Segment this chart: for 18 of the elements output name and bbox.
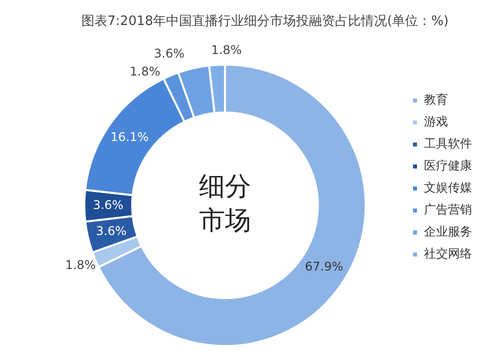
- legend-label: 广告营销: [424, 202, 472, 217]
- data-label: 3.6%: [92, 198, 124, 212]
- data-label: 1.8%: [130, 64, 160, 78]
- legend-label: 工具软件: [424, 136, 472, 151]
- data-label: 1.8%: [65, 258, 96, 272]
- data-label: 1.8%: [211, 42, 242, 57]
- data-label: 3.6%: [154, 46, 185, 61]
- legend-label: 游戏: [424, 114, 448, 129]
- chart-title: 图表7:2018年中国直播行业细分市场投融资占比情况(单位：%): [81, 14, 449, 30]
- data-label: 16.1%: [110, 130, 149, 144]
- legend-label: 教育: [424, 92, 448, 107]
- data-label: 3.6%: [96, 224, 127, 238]
- text: 细分市场: [199, 172, 251, 236]
- data-label: 67.9%: [305, 259, 344, 274]
- legend-label: 社交网络: [424, 246, 472, 261]
- legend-label: 医疗健康: [424, 158, 472, 173]
- legend-label: 文娱传媒: [424, 180, 472, 195]
- legend-label: 企业服务: [424, 224, 472, 239]
